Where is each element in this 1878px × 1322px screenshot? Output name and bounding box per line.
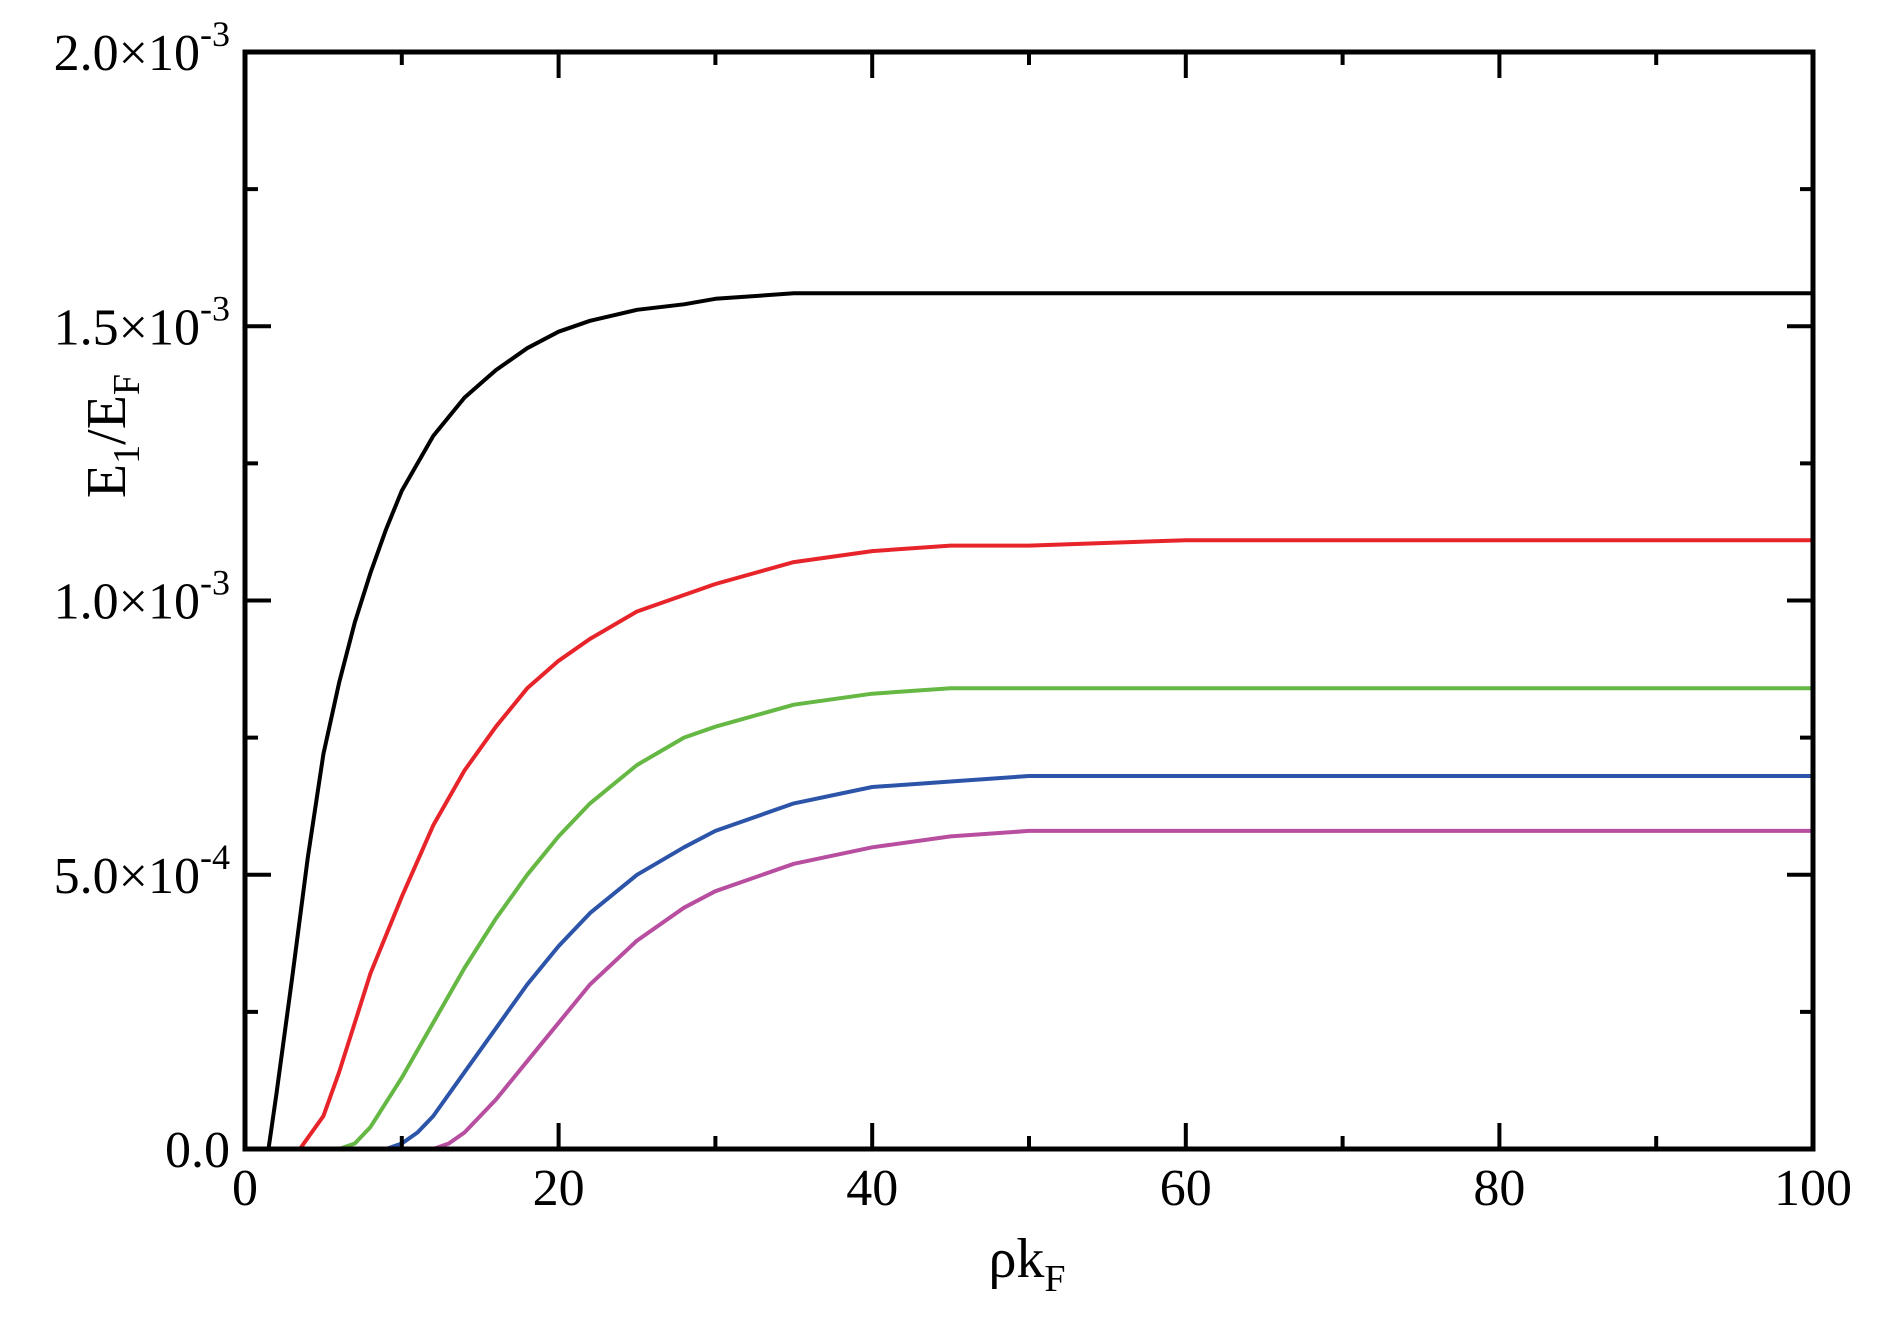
y-tick-label: 5.0×10-4 [54,837,230,905]
x-axis-label: ρkF [988,1228,1065,1300]
y-tick-mantissa: 2.0×10 [54,25,200,82]
y-axis-label-mid: /E [76,395,138,445]
x-tick-label: 60 [1160,1160,1212,1217]
series-line-1 [266,291,1815,1151]
y-axis-label-sub1: 1 [106,445,148,464]
x-axis-label-sub: F [1044,1258,1065,1300]
series-line-2 [297,538,1815,1151]
label-layer: 0 20 40 60 80 1000.05.0×10-41.0×10-31.5×10-32… [54,14,1852,1217]
y-tick-label: 1.0×10-3 [54,563,230,631]
series-layer [266,291,1815,1151]
x-tick-label: 100 [1774,1160,1852,1217]
y-tick-exponent: -4 [200,837,230,877]
y-tick-exponent: -3 [200,563,230,603]
x-tick-label: 20 [533,1160,585,1217]
series-line-3 [337,686,1815,1151]
y-tick-exponent: -3 [200,14,230,54]
x-tick-label: 80 [1473,1160,1525,1217]
y-tick-label: 2.0×10-3 [54,14,230,82]
tick-layer [243,50,1815,1151]
y-axis-label-e: E [76,464,138,498]
y-axis-label-sub2: F [106,374,148,395]
series-line-4 [384,774,1815,1151]
y-tick-mantissa: 1.5×10 [54,299,200,356]
y-tick-mantissa: 0.0 [165,1122,230,1179]
series-line-5 [431,828,1815,1151]
x-tick-label: 0 [232,1160,258,1217]
y-tick-mantissa: 1.0×10 [54,574,200,631]
y-tick-exponent: -3 [200,288,230,328]
y-tick-label: 1.5×10-3 [54,288,230,356]
y-tick-label: 0.0 [165,1122,230,1179]
y-tick-mantissa: 5.0×10 [54,848,200,905]
y-axis-label: E1/EF [76,374,148,498]
x-axis-label-main: ρk [988,1228,1044,1290]
x-tick-label: 40 [846,1160,898,1217]
plot-frame [242,49,1816,1152]
